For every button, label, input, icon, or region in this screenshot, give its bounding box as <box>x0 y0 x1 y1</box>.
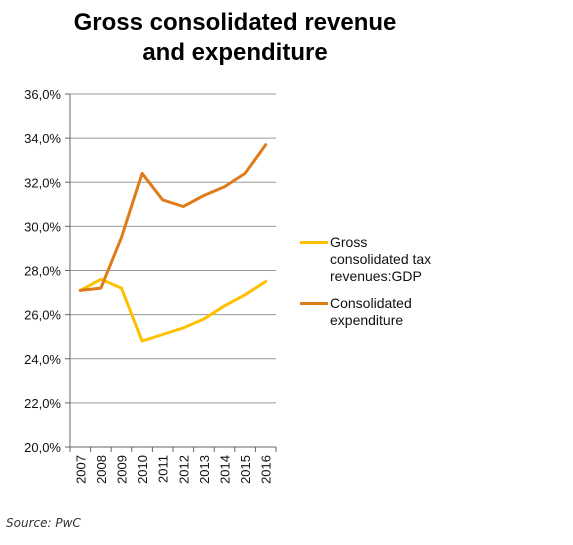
y-tick-label: 34,0% <box>24 131 61 146</box>
y-tick-label: 20,0% <box>24 440 61 455</box>
x-tick-label: 2008 <box>94 455 109 484</box>
x-tick-label: 2007 <box>73 455 88 484</box>
y-tick-label: 22,0% <box>24 396 61 411</box>
x-tick-label: 2015 <box>238 455 253 484</box>
y-tick-label: 24,0% <box>24 352 61 367</box>
series-lines <box>78 143 268 343</box>
series-line-expenditure <box>78 143 268 292</box>
legend-item-revenue: Gross consolidated tax revenues:GDP <box>300 234 470 285</box>
legend-swatch-revenue <box>300 241 328 244</box>
chart-title: Gross consolidated revenue and expenditu… <box>0 8 470 68</box>
x-axis-ticks: 2007 2008 2009 2010 2011 2012 2013 2014 2015 2016 <box>69 447 277 484</box>
x-tick-label: 2016 <box>259 455 274 484</box>
x-tick-label: 2013 <box>197 455 212 484</box>
chart-title-line-1: Gross consolidated revenue <box>73 9 397 36</box>
y-tick-label: 28,0% <box>24 264 61 279</box>
legend-label-revenue-line-2: consolidated tax <box>330 251 432 267</box>
legend-label-expenditure-line-2: expenditure <box>330 312 404 328</box>
x-tick-label: 2014 <box>218 455 233 484</box>
legend-label-revenue-line-3: revenues:GDP <box>330 268 422 284</box>
x-tick-label: 2009 <box>115 455 130 484</box>
legend-label-revenue-line-1: Gross <box>330 234 368 250</box>
gridlines <box>70 93 276 448</box>
y-tick-label: 30,0% <box>24 219 61 234</box>
y-tick-label: 26,0% <box>24 308 61 323</box>
y-tick-label: 32,0% <box>24 175 61 190</box>
legend-label-expenditure-line-1: Consolidated <box>330 295 412 311</box>
legend-swatch-expenditure <box>300 302 328 305</box>
legend: Gross consolidated tax revenues:GDP Cons… <box>300 234 470 339</box>
source-note: Source: PwC <box>6 516 81 530</box>
legend-item-expenditure: Consolidated expenditure <box>300 295 470 329</box>
x-tick-label: 2011 <box>156 455 171 483</box>
x-tick-label: 2012 <box>176 455 191 484</box>
x-tick-label: 2010 <box>135 455 150 484</box>
series-line-revenue <box>78 277 268 343</box>
chart-title-line-2: and expenditure <box>142 39 328 66</box>
y-axis-ticks: 20,0% 22,0% 24,0% 26,0% 28,0% 30,0% 32,0% 34,0%… <box>24 87 70 455</box>
y-tick-label: 36,0% <box>24 87 61 102</box>
